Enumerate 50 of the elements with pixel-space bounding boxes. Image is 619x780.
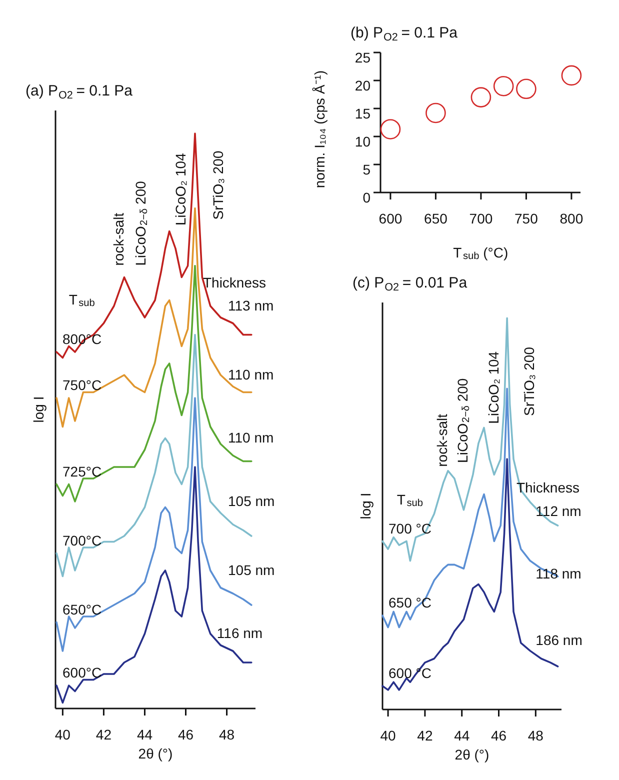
x-tick-label: 44 — [454, 728, 470, 744]
y-tick-label: 20 — [354, 78, 371, 94]
series-label: 700 °C — [388, 520, 432, 536]
x-tick-label: 40 — [380, 728, 396, 744]
x-tick-label: 44 — [136, 726, 153, 743]
annotation: Thickness — [516, 480, 580, 496]
x-tick-label: 650 — [424, 210, 448, 227]
x-tick-label: 48 — [528, 728, 544, 744]
series-label: 750°C — [62, 377, 102, 394]
y-tick-label: 10 — [354, 134, 371, 150]
annotation: SrTiO₃ 200 — [210, 150, 226, 220]
y-tick-label: 15 — [354, 106, 371, 122]
series-label: 600°C — [62, 664, 102, 681]
x-axis-title: 2θ (°) — [138, 746, 173, 762]
annotation: LiCoO₂ 104 — [485, 351, 502, 424]
x-tick-label: 42 — [96, 726, 112, 743]
annotation: 116 nm — [216, 625, 263, 642]
annotation: rock-salt — [110, 212, 127, 266]
annotation: LiCoO2−δ 200 — [132, 180, 150, 266]
series-label: 650°C — [62, 601, 102, 618]
x-tick-label: 42 — [417, 728, 433, 744]
x-tick-label: 48 — [219, 726, 235, 743]
y-axis-title: log I — [30, 396, 47, 423]
annotation: rock-salt — [434, 414, 450, 467]
x-tick-label: 600 — [378, 210, 402, 227]
x-tick-label: 750 — [514, 210, 538, 227]
x-tick-label: 46 — [178, 726, 194, 743]
annotation: 110 nm — [228, 366, 274, 382]
series-label: 600 °C — [388, 665, 432, 682]
annotation: 105 nm — [228, 492, 275, 509]
x-tick-label: 46 — [490, 728, 507, 744]
y-axis-title: norm. I₁₀₄ (cps Å⁻¹) — [312, 70, 328, 188]
series-label: 725°C — [62, 463, 102, 480]
x-tick-label: 40 — [54, 726, 71, 743]
y-tick-label: 0 — [362, 190, 371, 206]
series-label: 700°C — [62, 532, 102, 548]
y-tick-label: 5 — [362, 162, 371, 178]
x-tick-label: 700 — [469, 210, 493, 227]
annotation: 112 nm — [536, 503, 582, 520]
annotation: 186 nm — [536, 632, 582, 648]
annotation: 105 nm — [228, 562, 275, 578]
y-axis-title: log I — [358, 492, 374, 520]
x-axis-title: 2θ (°) — [454, 746, 490, 763]
x-tick-label: 800 — [560, 210, 584, 227]
annotation: 110 nm — [228, 430, 274, 446]
y-tick-label: 25 — [354, 50, 371, 66]
annotation: LiCoO2−δ 200 — [454, 378, 472, 463]
annotation: 113 nm — [228, 297, 274, 314]
annotation: SrTiO₃ 200 — [520, 346, 537, 416]
annotation: LiCoO₂ 104 — [172, 152, 188, 226]
